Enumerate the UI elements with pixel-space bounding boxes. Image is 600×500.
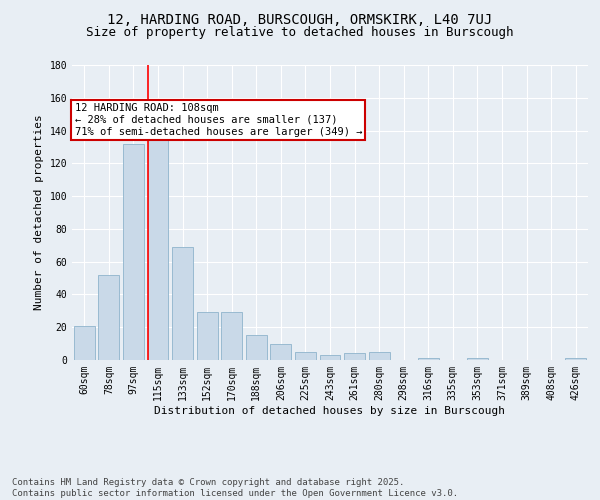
Bar (565, 358, 586, 360)
Text: Size of property relative to detached houses in Burscough: Size of property relative to detached ho… (86, 26, 514, 39)
Y-axis label: Number of detached properties: Number of detached properties (34, 114, 44, 310)
Text: 12 HARDING ROAD: 108sqm
← 28% of detached houses are smaller (137)
71% of semi-d: 12 HARDING ROAD: 108sqm ← 28% of detache… (74, 104, 362, 136)
Bar (344, 354, 365, 360)
Bar (172, 247, 193, 360)
X-axis label: Distribution of detached houses by size in Burscough: Distribution of detached houses by size … (155, 406, 505, 415)
Bar (123, 144, 144, 360)
Bar (418, 358, 439, 360)
Text: 12, HARDING ROAD, BURSCOUGH, ORMSKIRK, L40 7UJ: 12, HARDING ROAD, BURSCOUGH, ORMSKIRK, L… (107, 12, 493, 26)
Text: Contains HM Land Registry data © Crown copyright and database right 2025.
Contai: Contains HM Land Registry data © Crown c… (12, 478, 458, 498)
Bar (221, 312, 242, 360)
Bar (368, 352, 389, 360)
Bar (295, 352, 316, 360)
Bar (74, 326, 95, 360)
Bar (98, 275, 119, 360)
Bar (271, 344, 292, 360)
Bar (148, 118, 169, 360)
Bar (320, 355, 340, 360)
Bar (197, 312, 218, 360)
Bar (467, 358, 488, 360)
Bar (246, 336, 267, 360)
